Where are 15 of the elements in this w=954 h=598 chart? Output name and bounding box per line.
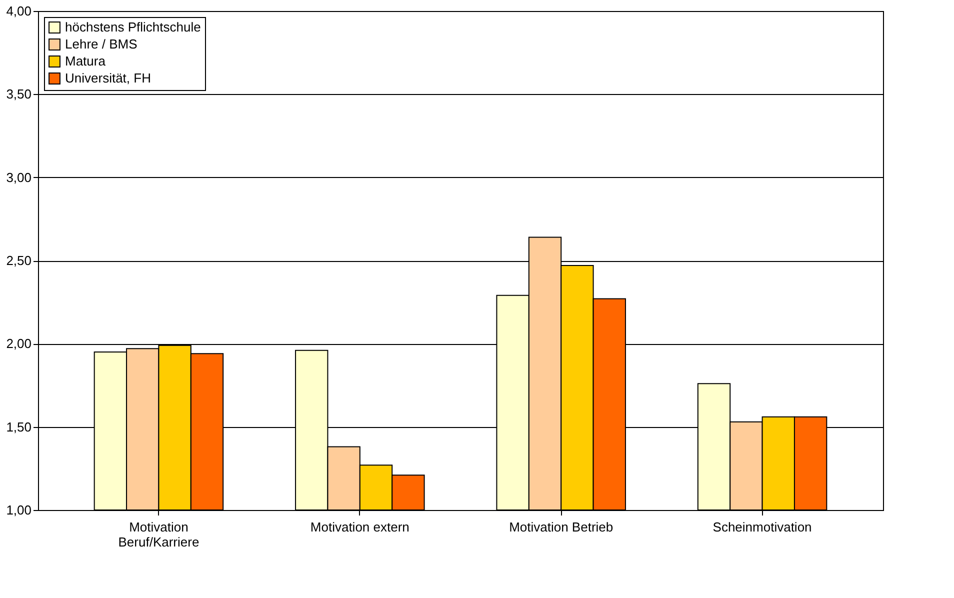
y-tick-label: 1,00	[6, 502, 32, 518]
y-tick-label: 3,50	[6, 86, 32, 102]
x-tick-label: Scheinmotivation	[712, 520, 812, 534]
y-tick-label: 1,50	[6, 419, 32, 434]
y-tick-label: 2,50	[6, 253, 32, 268]
legend-label: höchstens Pflichtschule	[65, 20, 201, 34]
legend-label: Matura	[65, 54, 106, 68]
x-tick-label: Motivation Beruf/Karriere	[118, 520, 200, 550]
x-tick-label: Motivation Betrieb	[509, 520, 614, 534]
legend-label: Universität, FH	[65, 70, 151, 86]
x-tick-label: Motivation extern	[310, 520, 410, 534]
legend-label: Lehre / BMS	[65, 36, 138, 52]
y-tick-label: 2,00	[6, 336, 32, 352]
y-tick-label: 4,00	[6, 4, 32, 18]
y-tick-label: 3,00	[6, 170, 32, 185]
